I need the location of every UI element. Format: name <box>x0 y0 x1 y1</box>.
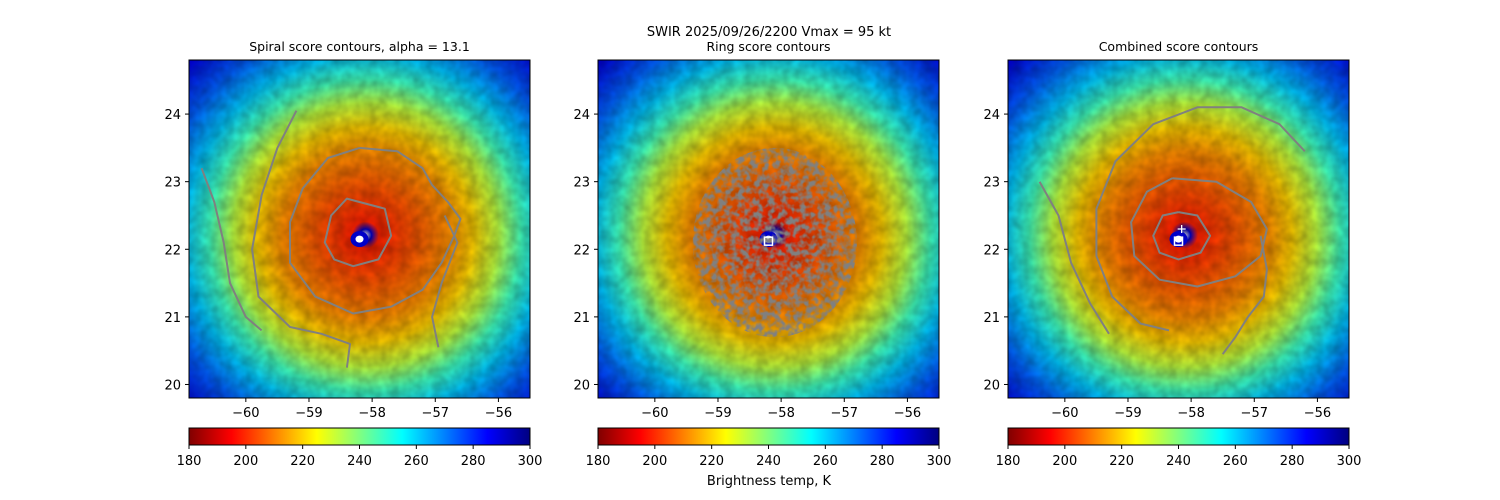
colorbar-scale <box>1007 427 1350 446</box>
contour-line <box>1221 235 1268 355</box>
y-tick-label: 21 <box>983 311 1000 326</box>
y-tick-label: 20 <box>164 378 181 393</box>
colorbar-tick-label: 220 <box>1109 454 1134 469</box>
axes-frame <box>1007 59 1350 399</box>
center-square-marker <box>763 236 774 246</box>
x-tick-label: −60 <box>641 406 668 421</box>
y-tick-label: 21 <box>164 311 181 326</box>
contour-line <box>251 110 351 368</box>
x-tick-label: −57 <box>831 406 858 421</box>
panel-title: Ring score contours <box>706 39 830 54</box>
colorbar-tick-label: 280 <box>461 454 486 469</box>
x-tick-label: −56 <box>1304 406 1331 421</box>
y-tick-label: 23 <box>573 176 590 191</box>
axes-frame <box>597 59 940 399</box>
satellite-image <box>189 60 530 398</box>
x-tick-label: −57 <box>1241 406 1268 421</box>
y-tick-label: 24 <box>164 108 181 123</box>
center-square-marker <box>1173 236 1184 246</box>
contour-line <box>431 215 459 348</box>
image-texture <box>189 60 530 398</box>
colorbar-tick-label: 300 <box>927 454 952 469</box>
panel-title: Spiral score contours, alpha = 13.1 <box>249 39 470 54</box>
colorbar-tick-label: 180 <box>586 454 611 469</box>
y-tick-label: 23 <box>164 176 181 191</box>
colorbar-tick-label: 300 <box>518 454 543 469</box>
x-tick-label: −60 <box>232 406 259 421</box>
y-tick-label: 22 <box>983 243 1000 258</box>
y-tick-label: 20 <box>983 378 1000 393</box>
contour-line <box>200 167 263 332</box>
x-tick-label: −59 <box>1114 406 1141 421</box>
colorbar-tick-label: 280 <box>870 454 895 469</box>
x-tick-label: −60 <box>1051 406 1078 421</box>
contour-line <box>1152 211 1212 261</box>
y-tick-label: 24 <box>573 108 590 123</box>
ring-score-contours <box>692 147 857 338</box>
y-tick-label: 20 <box>573 378 590 393</box>
x-tick-label: −57 <box>422 406 449 421</box>
colorbar-tick-label: 260 <box>404 454 429 469</box>
colorbar-label: Brightness temp, K <box>707 474 832 489</box>
panel-2: Ring score contours −60 −59 −58 −57 −56 20 21 22… <box>573 39 951 469</box>
figure-suptitle: SWIR 2025/09/26/2200 Vmax = 95 kt <box>647 25 891 40</box>
colorbar-tick-label: 280 <box>1280 454 1305 469</box>
y-tick-label: 24 <box>983 108 1000 123</box>
colorbar: 180 200 220 240 260 280 300 <box>586 427 952 469</box>
colorbar-tick-label: 240 <box>347 454 372 469</box>
eye-center <box>355 235 364 243</box>
x-tick-label: −58 <box>767 406 794 421</box>
panel-title: Combined score contours <box>1099 39 1259 54</box>
colorbar: 180 200 220 240 260 280 300 <box>177 427 543 469</box>
colorbar-tick-label: 240 <box>1166 454 1191 469</box>
x-tick-label: −59 <box>704 406 731 421</box>
contour-line <box>323 197 393 268</box>
colorbar-tick-label: 240 <box>756 454 781 469</box>
colorbar-tick-label: 260 <box>813 454 838 469</box>
colorbar-tick-label: 260 <box>1223 454 1248 469</box>
colorbar-tick-label: 200 <box>642 454 667 469</box>
satellite-image <box>1008 60 1349 398</box>
colorbar-tick-label: 200 <box>1052 454 1077 469</box>
x-tick-label: −56 <box>485 406 512 421</box>
x-tick-label: −58 <box>1177 406 1204 421</box>
axes-frame <box>188 59 531 399</box>
x-tick-label: −59 <box>295 406 322 421</box>
contour-line <box>289 146 462 315</box>
colorbar-tick-label: 300 <box>1337 454 1362 469</box>
colorbar-tick-label: 200 <box>233 454 258 469</box>
contour-group <box>200 110 462 368</box>
contour-line <box>1038 181 1110 335</box>
colorbar: 180 200 220 240 260 280 300 <box>996 427 1362 469</box>
contour-line <box>1130 177 1268 288</box>
y-tick-label: 23 <box>983 176 1000 191</box>
panel-1: Spiral score contours, alpha = 13.1 −60 −5… <box>164 39 542 469</box>
y-tick-label: 22 <box>164 243 181 258</box>
colorbar-scale <box>188 427 531 446</box>
x-tick-label: −56 <box>894 406 921 421</box>
panel-3: Combined score contours −60 −59 −58 −57 −56 20… <box>983 39 1361 469</box>
center-plus-marker <box>1177 225 1186 233</box>
x-tick-label: −58 <box>358 406 385 421</box>
y-tick-label: 22 <box>573 243 590 258</box>
colorbar-tick-label: 180 <box>177 454 202 469</box>
contour-group <box>1038 106 1306 355</box>
colorbar-scale <box>597 427 940 446</box>
contour-line <box>1095 106 1306 332</box>
colorbar-tick-label: 220 <box>290 454 315 469</box>
colorbar-tick-label: 180 <box>996 454 1021 469</box>
colorbar-tick-label: 220 <box>699 454 724 469</box>
satellite-image <box>598 60 939 398</box>
y-tick-label: 21 <box>573 311 590 326</box>
